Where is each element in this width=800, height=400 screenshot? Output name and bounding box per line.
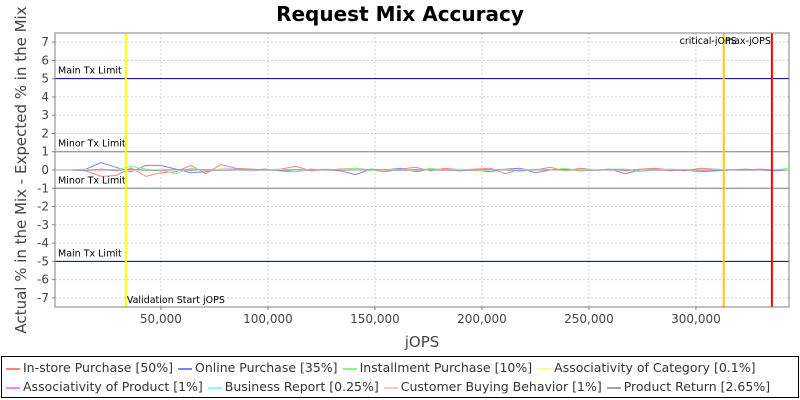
legend-label: Business Report [0.25%] — [224, 379, 379, 394]
legend-swatch — [537, 367, 552, 370]
y-tick-label: 5 — [41, 72, 49, 86]
legend-item: Online Purchase [35%] — [177, 360, 338, 375]
legend-label: Product Return [2.65%] — [623, 379, 771, 394]
legend-item: In-store Purchase [50%] — [6, 360, 173, 375]
legend: In-store Purchase [50%] Online Purchase [… — [1, 356, 799, 398]
legend-swatch — [606, 386, 621, 389]
legend-item: Business Report [0.25%] — [207, 379, 379, 394]
x-tick-label: 200,000 — [457, 312, 507, 326]
legend-row: In-store Purchase [50%] Online Purchase [… — [6, 360, 761, 375]
legend-label: Associativity of Category [0.1%] — [554, 360, 756, 375]
legend-item: Associativity of Category [0.1%] — [537, 360, 756, 375]
x-axis-label: jOPS — [404, 333, 440, 351]
y-tick-label: 6 — [41, 53, 49, 67]
legend-item: Product Return [2.65%] — [606, 379, 771, 394]
legend-swatch — [207, 386, 222, 389]
y-tick-label: 1 — [41, 145, 49, 159]
vertical-marker-label: critical-jOPS — [680, 36, 737, 47]
horizontal-marker-label: Main Tx Limit — [58, 66, 122, 77]
legend-row: Associativity of Product [1%] Business Re… — [6, 379, 775, 394]
horizontal-marker-label: Minor Tx Limit — [58, 139, 126, 150]
legend-label: Installment Purchase [10%] — [359, 360, 533, 375]
vertical-marker-label: max-jOPS — [725, 36, 771, 47]
x-tick-label: 250,000 — [564, 312, 614, 326]
legend-swatch — [342, 367, 357, 370]
legend-swatch — [177, 367, 192, 370]
y-tick-label: -3 — [37, 218, 49, 232]
x-tick-label: 100,000 — [243, 312, 293, 326]
legend-swatch — [383, 386, 398, 389]
plot-border — [54, 32, 790, 308]
y-tick-label: 3 — [41, 108, 49, 122]
chart-plot: -7 -6 -5 -4 -3 -2 -1 0 1 2 3 4 5 6 7 50,000 100,000 150,0… — [12, 6, 790, 351]
y-tick-label: -1 — [37, 181, 49, 195]
chart-title: Request Mix Accuracy — [276, 2, 524, 26]
series-line-7 — [56, 168, 788, 172]
legend-swatch — [6, 386, 20, 389]
y-tick-label: -5 — [37, 254, 49, 268]
vertical-marker-label: Validation Start jOPS — [127, 295, 225, 306]
legend-swatch — [6, 367, 20, 370]
y-tick-label: -2 — [37, 200, 49, 214]
horizontal-marker-label: Minor Tx Limit — [58, 175, 126, 186]
y-tick-label: 4 — [41, 90, 49, 104]
legend-label: Associativity of Product [1%] — [23, 379, 203, 394]
x-tick-label: 150,000 — [350, 312, 400, 326]
legend-label: In-store Purchase [50%] — [23, 360, 173, 375]
x-tick-label: 50,000 — [140, 312, 182, 326]
legend-item: Installment Purchase [10%] — [342, 360, 533, 375]
y-tick-label: 2 — [41, 126, 49, 140]
y-tick-label: 0 — [41, 163, 49, 177]
legend-item: Associativity of Product [1%] — [6, 379, 203, 394]
y-tick-label: -4 — [37, 236, 49, 250]
x-tick-label: 300,000 — [671, 312, 721, 326]
y-tick-label: -7 — [37, 291, 49, 305]
y-tick-label: 7 — [41, 35, 49, 49]
legend-label: Customer Buying Behavior [1%] — [400, 379, 602, 394]
legend-item: Customer Buying Behavior [1%] — [383, 379, 602, 394]
legend-label: Online Purchase [35%] — [194, 360, 338, 375]
horizontal-marker-label: Main Tx Limit — [58, 248, 122, 259]
y-axis-label: Actual % in the Mix - Expected % in the … — [12, 6, 30, 333]
y-tick-label: -6 — [37, 273, 49, 287]
